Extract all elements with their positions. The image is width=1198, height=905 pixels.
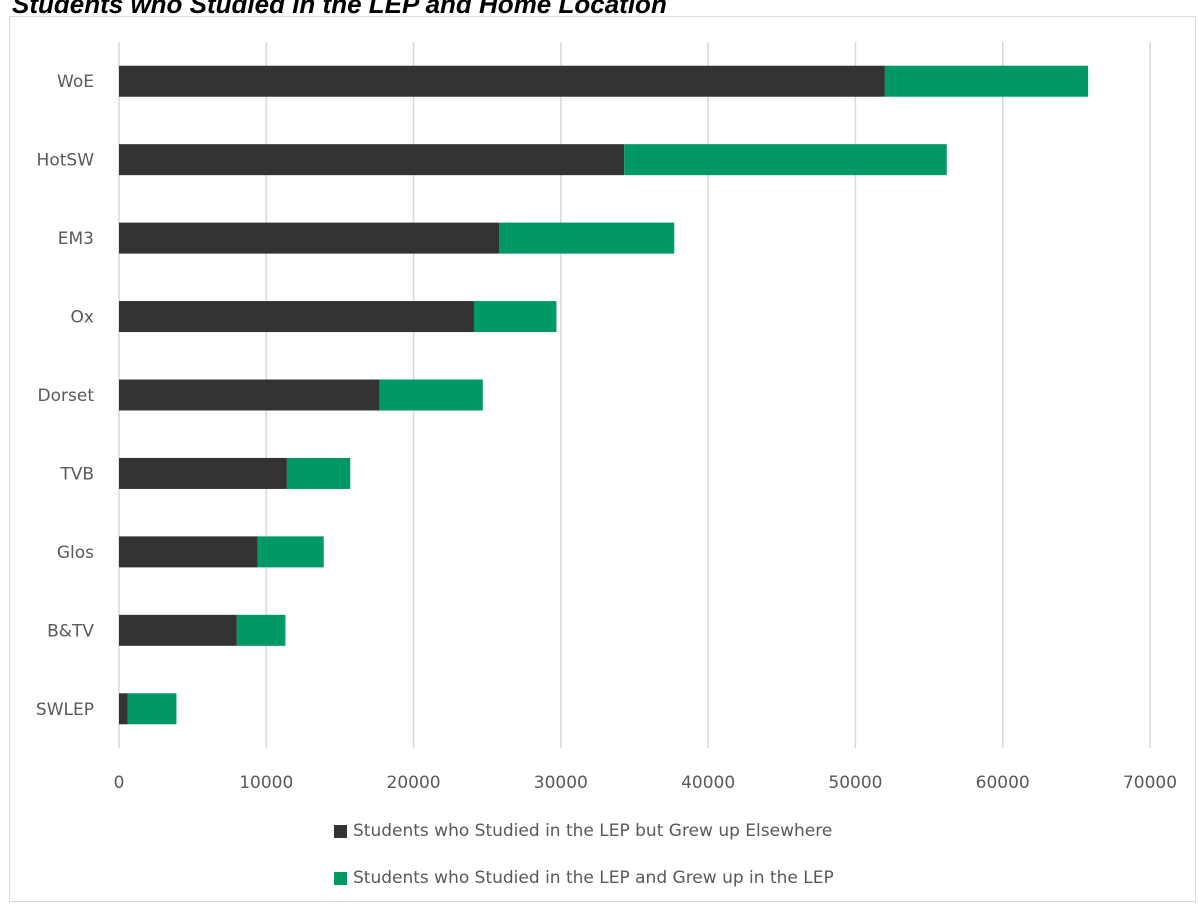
category-label: Dorset — [38, 386, 95, 406]
bar-segment — [257, 536, 324, 568]
x-tick-label: 0 — [114, 773, 125, 793]
bar-segment — [379, 379, 483, 411]
bar-segment — [119, 457, 287, 489]
bar-segment — [119, 379, 380, 411]
x-tick-label: 70000 — [1123, 773, 1177, 793]
category-label: SWLEP — [36, 700, 94, 720]
x-tick-label: 30000 — [534, 773, 588, 793]
x-tick-label: 40000 — [681, 773, 735, 793]
bar-segment — [498, 222, 675, 254]
bar-segment — [119, 614, 237, 646]
legend-item-local: Students who Studied in the LEP and Grew… — [334, 865, 834, 891]
bar-segment — [127, 693, 177, 725]
x-tick-label: 60000 — [976, 773, 1030, 793]
bar-segment — [624, 144, 947, 176]
category-label: WoE — [57, 72, 94, 92]
bar-segment — [119, 301, 474, 333]
x-tick-label: 50000 — [828, 773, 882, 793]
category-label: EM3 — [58, 229, 94, 249]
bar-segment — [119, 536, 258, 568]
bar-segment — [119, 65, 885, 97]
bar-segment — [286, 457, 351, 489]
bar-segment — [884, 65, 1089, 97]
category-label: Glos — [57, 543, 94, 563]
legend-swatch-elsewhere — [334, 824, 347, 838]
chart-area — [9, 16, 1196, 902]
bar-segment — [119, 222, 499, 254]
chart-title: Students who Studied in the LEP and Home… — [12, 0, 667, 19]
bar-segment — [119, 144, 625, 176]
category-label: Ox — [71, 308, 94, 328]
legend-label-elsewhere: Students who Studied in the LEP but Grew… — [353, 821, 833, 841]
bar-segment — [473, 301, 557, 333]
legend-item-elsewhere: Students who Studied in the LEP but Grew… — [334, 818, 832, 844]
bar-segment — [119, 693, 128, 725]
category-label: HotSW — [37, 151, 95, 171]
x-tick-label: 10000 — [239, 773, 293, 793]
bar-segment — [236, 614, 286, 646]
category-label: B&TV — [47, 621, 94, 641]
legend-swatch-local — [334, 871, 347, 885]
category-label: TVB — [59, 464, 94, 484]
legend-label-local: Students who Studied in the LEP and Grew… — [353, 868, 834, 888]
x-tick-label: 20000 — [387, 773, 441, 793]
